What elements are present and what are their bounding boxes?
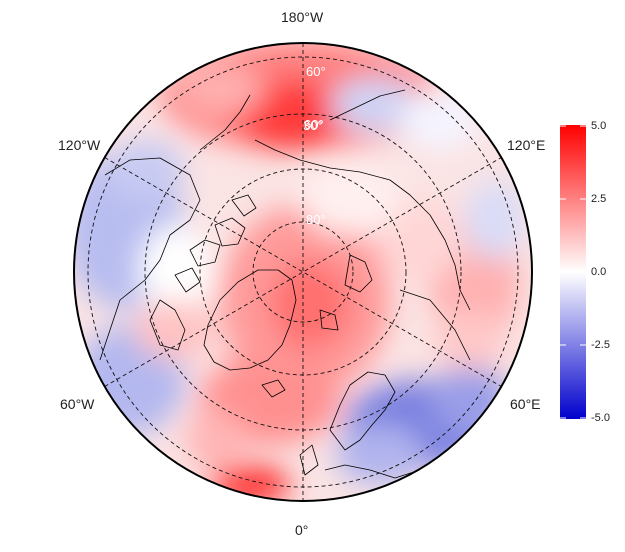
map-border [73, 42, 533, 502]
lon-label-120w: 120°W [58, 137, 101, 153]
lon-label-60e: 60°E [510, 396, 541, 412]
colorbar-tick-minus-5: -5.0 [591, 412, 610, 424]
lon-label-180w: 180°W [281, 9, 324, 25]
anomaly-field [74, 43, 532, 501]
graticule [87, 43, 519, 501]
lat-label-60: 60° [304, 117, 324, 132]
lat-label-60-top: 60° [306, 64, 326, 79]
lat-label-30: 30° [303, 118, 323, 133]
colorbar-tick-2-5: 2.5 [591, 193, 607, 205]
colorbar-tick-minus-2-5: -2.5 [591, 339, 610, 351]
coastlines [99, 89, 471, 479]
colorbar-tick-5: 5.0 [591, 120, 607, 132]
colorbar-tick-0: 0.0 [591, 266, 607, 278]
lat-label-80: 80° [306, 212, 326, 227]
colorbar [560, 125, 586, 419]
lon-label-120e: 120°E [507, 137, 546, 153]
lon-label-60w: 60°W [60, 396, 95, 412]
lon-label-0: 0° [295, 522, 309, 538]
colorbar-ticks [560, 125, 586, 419]
